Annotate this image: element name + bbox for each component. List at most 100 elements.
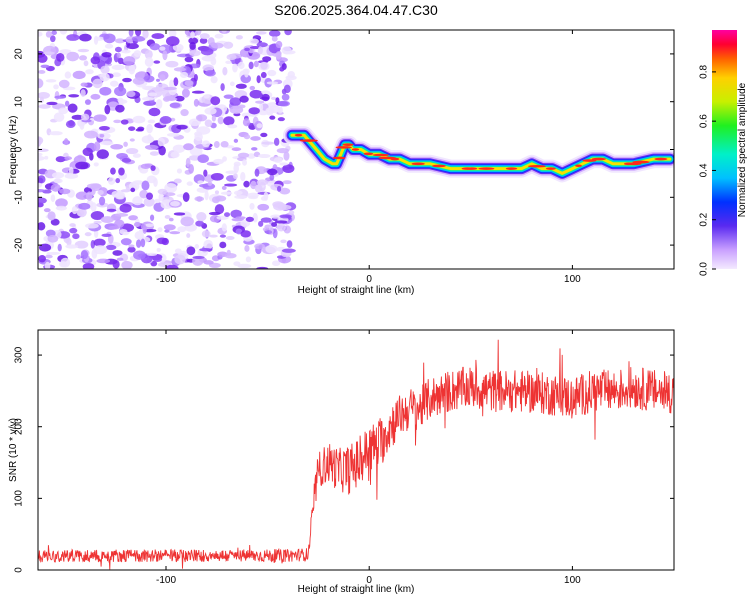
noise-blob (114, 86, 127, 97)
noise-blob (38, 222, 46, 231)
noise-blob (116, 191, 126, 200)
noise-blob (244, 69, 249, 78)
noise-blob (262, 56, 272, 62)
noise-blob (159, 74, 166, 82)
noise-blob (85, 69, 94, 75)
noise-blob (253, 60, 259, 68)
noise-blob (119, 203, 132, 213)
signal-ridge (283, 126, 674, 183)
noise-blob (93, 162, 99, 167)
noise-blob (98, 196, 106, 206)
noise-blob (80, 89, 86, 97)
noise-blob (204, 119, 213, 127)
noise-blob (180, 216, 194, 227)
noise-blob (142, 30, 149, 39)
noise-blob (222, 156, 227, 162)
noise-blob (132, 153, 141, 158)
noise-blob (214, 33, 224, 39)
noise-blob (188, 164, 194, 174)
noise-blob (80, 113, 90, 121)
noise-blob (106, 208, 117, 212)
noise-blob (111, 72, 121, 77)
noise-blob (38, 152, 43, 157)
noise-blob (210, 57, 217, 66)
noise-blob (256, 42, 268, 48)
noise-blob (93, 220, 102, 224)
noise-blob (132, 115, 146, 124)
noise-blob (84, 99, 92, 105)
noise-blob (275, 40, 283, 49)
noise-blob (233, 261, 241, 267)
noise-blob (208, 234, 218, 238)
noise-blob (100, 216, 114, 224)
noise-blob (281, 46, 292, 55)
noise-blob (158, 145, 166, 156)
noise-blob (162, 96, 171, 102)
noise-blob (120, 119, 129, 125)
noise-blob (203, 260, 214, 265)
noise-blob (195, 30, 202, 36)
noise-blob (176, 168, 183, 174)
noise-blob (82, 262, 95, 269)
noise-blob (79, 33, 92, 42)
noise-blob (54, 95, 67, 99)
noise-blob (182, 88, 190, 98)
noise-blob (275, 51, 282, 60)
noise-blob (120, 238, 132, 246)
noise-blob (164, 182, 178, 193)
noise-blob (153, 177, 158, 187)
noise-blob (197, 154, 209, 164)
noise-blob (90, 211, 105, 221)
noise-blob (146, 192, 154, 200)
noise-blob (224, 212, 231, 218)
noise-blob (282, 180, 292, 185)
noise-blob (64, 100, 70, 107)
noise-blob (125, 147, 139, 155)
noise-blob (240, 230, 251, 238)
noise-blob (266, 81, 279, 85)
snr-panel: -100 0 100 0 100 200 300 Height of straight l… (8, 329, 675, 595)
noise-blob (146, 123, 153, 134)
noise-blob (273, 137, 280, 146)
noise-blob (179, 71, 189, 79)
spectrogram-x-tick-label: -100 (156, 274, 176, 285)
noise-blob (164, 215, 171, 219)
noise-blob (72, 70, 86, 80)
noise-blob (202, 140, 211, 148)
noise-blob (49, 131, 63, 136)
noise-blob (116, 153, 128, 160)
noise-blob (237, 61, 245, 70)
colorbar-tick-label: 0.4 (699, 163, 710, 177)
noise-blob (80, 250, 89, 260)
noise-blob (172, 144, 185, 153)
noise-blob (226, 249, 231, 256)
noise-blob (38, 188, 46, 193)
noise-blob (121, 158, 132, 163)
noise-blob (90, 202, 97, 212)
snr-frame (37, 329, 675, 571)
noise-blob (265, 230, 273, 235)
noise-blob (163, 86, 177, 91)
noise-blob (195, 114, 208, 122)
noise-blob (128, 30, 134, 37)
noise-blob (247, 192, 259, 198)
noise-blob (38, 104, 51, 109)
noise-blob (243, 134, 251, 140)
noise-blob (117, 57, 124, 65)
noise-blob (239, 95, 249, 103)
ridge-peak (411, 162, 425, 166)
noise-blob (281, 88, 287, 95)
noise-blob (120, 49, 131, 54)
noise-blob (121, 260, 133, 269)
noise-blob (163, 224, 176, 231)
noise-blob (249, 89, 263, 99)
ridge-peak (505, 167, 518, 170)
noise-blob (254, 184, 263, 193)
noise-blob (159, 46, 166, 51)
noise-blob (143, 75, 155, 83)
noise-blob (259, 102, 264, 113)
noise-blob (112, 250, 123, 256)
noise-blob (193, 98, 199, 107)
noise-blob (50, 218, 60, 226)
ridge-peak (294, 133, 303, 137)
